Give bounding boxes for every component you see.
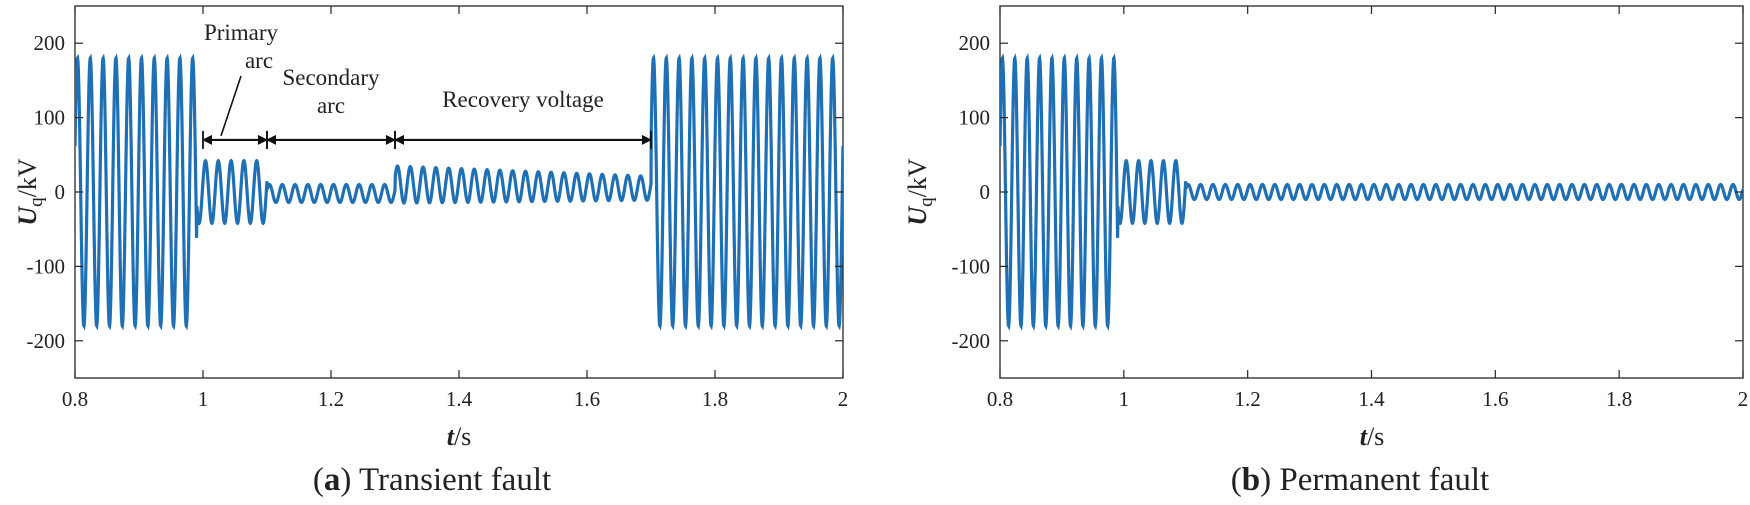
x-tick-label: 1.6: [1482, 387, 1508, 411]
y-tick-label: -100: [952, 254, 991, 278]
caption-b: (b) Permanent fault: [1231, 462, 1489, 498]
y-tick-label: 0: [980, 180, 991, 204]
caption-a: (a) Transient fault: [313, 462, 551, 498]
x-tick-label: 0.8: [987, 387, 1013, 411]
x-tick-label: 1.6: [574, 387, 600, 411]
y-tick-label: 200: [34, 31, 66, 55]
annotation-label-primary-2: arc: [245, 48, 273, 73]
annotation-leader-line: [220, 75, 242, 137]
x-tick-label: 1.8: [1606, 387, 1632, 411]
annotation-label-secondary: Secondary: [282, 65, 380, 90]
y-tick-label: -200: [952, 329, 991, 353]
y-tick-label: 100: [959, 106, 991, 130]
signal-trace-b: [1000, 53, 1743, 331]
y-axis-label-b: Uq/kV: [903, 158, 937, 226]
panel-a: 0.8 1 1.2 1.4 1.6 1.8 2 200 100 0 -100 -200 Primary…: [13, 5, 849, 498]
x-tick-label: 1.4: [446, 387, 473, 411]
annotation-label-primary: Primary: [204, 20, 279, 45]
signal-trace-a: [75, 53, 843, 331]
x-tick-label: 2: [838, 387, 849, 411]
x-tick-label: 1.2: [1235, 387, 1261, 411]
x-tick-label: 1: [1119, 387, 1130, 411]
x-tick-label: 0.8: [62, 387, 88, 411]
x-axis-label-a: t/s: [447, 422, 472, 451]
x-tick-label: 1.4: [1358, 387, 1385, 411]
panel-b: 0.8 1 1.2 1.4 1.6 1.8 2 200 100 0 -100 -200 Uq/kV t…: [903, 5, 1749, 498]
x-tick-label: 2: [1738, 387, 1749, 411]
axis-ticks-a: 0.8 1 1.2 1.4 1.6 1.8 2 200 100 0 -100 -200: [27, 6, 849, 411]
x-axis-label-b: t/s: [1360, 422, 1385, 451]
annotations-a: Primary arc Secondary arc Recovery voltage: [202, 20, 652, 149]
y-tick-label: 0: [55, 180, 66, 204]
y-tick-label: 200: [959, 31, 991, 55]
y-tick-label: 100: [34, 106, 66, 130]
x-tick-label: 1.2: [318, 387, 344, 411]
y-tick-label: -200: [27, 329, 66, 353]
x-tick-label: 1.8: [702, 387, 728, 411]
annotation-label-recovery: Recovery voltage: [442, 87, 604, 112]
x-tick-label: 1: [198, 387, 209, 411]
annotation-label-secondary-2: arc: [317, 93, 345, 118]
y-axis-label-a: Uq/kV: [13, 158, 47, 226]
y-tick-label: -100: [27, 254, 66, 278]
axis-ticks-b: 0.8 1 1.2 1.4 1.6 1.8 2 200 100 0 -100 -200: [952, 6, 1749, 411]
